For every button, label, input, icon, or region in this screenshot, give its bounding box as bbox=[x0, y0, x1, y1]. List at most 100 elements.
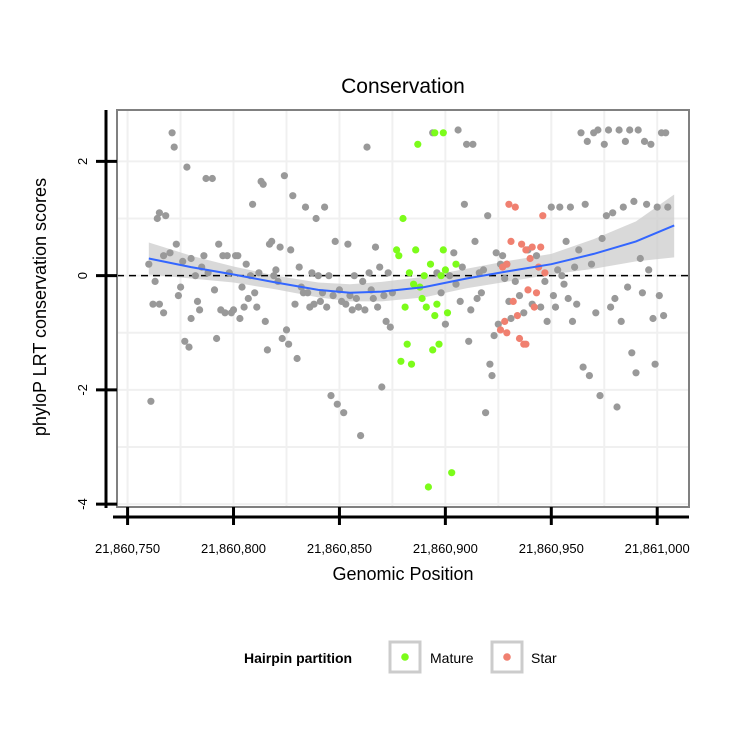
data-point-other bbox=[520, 309, 528, 317]
data-point-other bbox=[200, 252, 208, 260]
data-point-other bbox=[465, 337, 473, 345]
data-point-other bbox=[386, 323, 394, 331]
data-point-star bbox=[522, 246, 530, 254]
data-point-other bbox=[598, 234, 606, 243]
data-point-other bbox=[183, 163, 191, 171]
data-point-other bbox=[312, 214, 320, 223]
data-point-mature bbox=[437, 272, 445, 280]
data-point-other bbox=[160, 309, 168, 317]
data-point-other bbox=[342, 300, 350, 308]
data-point-other bbox=[344, 240, 352, 248]
data-point-other bbox=[615, 126, 623, 134]
data-point-other bbox=[325, 272, 333, 280]
data-point-other bbox=[369, 294, 377, 303]
data-point-other bbox=[554, 266, 562, 274]
data-point-other bbox=[634, 126, 642, 134]
data-point-star bbox=[532, 289, 541, 297]
data-point-other bbox=[664, 203, 672, 211]
data-point-other bbox=[619, 203, 627, 211]
data-point-other bbox=[155, 209, 163, 217]
data-point-other bbox=[488, 372, 496, 380]
y-tick-label: -2 bbox=[75, 384, 90, 396]
x-tick-label: 21,861,000 bbox=[625, 541, 690, 556]
data-point-other bbox=[187, 254, 195, 263]
data-point-star bbox=[541, 269, 549, 277]
data-point-other bbox=[575, 246, 583, 254]
data-point-other bbox=[221, 309, 229, 317]
data-point-other bbox=[213, 334, 221, 343]
data-point-other bbox=[486, 360, 494, 368]
data-point-other bbox=[191, 272, 199, 280]
data-point-other bbox=[651, 360, 659, 368]
data-point-star bbox=[522, 340, 530, 348]
data-point-other bbox=[638, 289, 647, 297]
data-point-other bbox=[604, 126, 613, 134]
data-point-other bbox=[636, 254, 644, 263]
data-point-mature bbox=[407, 360, 416, 368]
data-point-other bbox=[147, 397, 155, 405]
x-tick-label: 21,860,850 bbox=[307, 541, 372, 556]
data-point-other bbox=[229, 306, 238, 314]
data-point-other bbox=[242, 260, 250, 268]
data-point-other bbox=[234, 252, 242, 260]
data-point-other bbox=[350, 272, 358, 280]
data-point-other bbox=[327, 392, 335, 400]
data-point-other bbox=[647, 140, 655, 148]
data-point-other bbox=[289, 192, 297, 200]
data-point-other bbox=[581, 200, 589, 208]
data-point-other bbox=[607, 303, 615, 311]
data-point-mature bbox=[448, 469, 456, 477]
data-point-star bbox=[524, 286, 532, 294]
data-point-mature bbox=[433, 300, 441, 308]
data-point-other bbox=[609, 209, 617, 217]
data-point-other bbox=[278, 334, 286, 343]
data-point-other bbox=[537, 303, 545, 311]
data-point-other bbox=[166, 249, 174, 257]
y-tick-label: -4 bbox=[75, 498, 90, 510]
data-point-other bbox=[308, 269, 316, 277]
data-point-other bbox=[196, 306, 204, 314]
data-point-star bbox=[511, 203, 519, 211]
data-point-mature bbox=[439, 129, 447, 137]
data-point-other bbox=[460, 200, 468, 208]
data-point-star bbox=[509, 297, 517, 305]
x-axis-title: Genomic Position bbox=[332, 564, 473, 584]
data-point-other bbox=[291, 300, 299, 308]
data-point-other bbox=[583, 137, 591, 145]
legend-title: Hairpin partition bbox=[244, 650, 352, 666]
data-point-other bbox=[363, 143, 371, 151]
data-point-other bbox=[149, 300, 157, 308]
data-point-other bbox=[499, 252, 507, 260]
data-point-other bbox=[473, 294, 481, 303]
data-point-mature bbox=[405, 269, 413, 277]
data-point-mature bbox=[426, 260, 435, 268]
chart-title: Conservation bbox=[341, 75, 465, 98]
data-point-mature bbox=[393, 246, 401, 254]
data-point-other bbox=[287, 246, 295, 254]
data-point-other bbox=[617, 317, 625, 325]
data-point-other bbox=[276, 243, 284, 251]
data-point-other bbox=[382, 317, 390, 325]
data-point-other bbox=[329, 292, 337, 300]
data-point-other bbox=[223, 252, 231, 260]
data-point-other bbox=[348, 306, 356, 314]
data-point-other bbox=[653, 203, 661, 211]
data-point-other bbox=[463, 140, 471, 148]
data-point-other bbox=[458, 263, 466, 271]
data-point-other bbox=[467, 306, 475, 314]
data-point-mature bbox=[403, 340, 411, 348]
data-point-other bbox=[549, 292, 558, 300]
data-point-other bbox=[515, 292, 524, 300]
x-axis: 21,860,750 21,860,800 21,860,850 21,860,900… bbox=[95, 507, 690, 556]
data-point-mature bbox=[452, 260, 460, 268]
data-point-other bbox=[564, 294, 572, 303]
data-point-other bbox=[155, 300, 163, 308]
data-point-star bbox=[530, 303, 538, 311]
data-point-other bbox=[352, 294, 360, 303]
data-point-other bbox=[301, 203, 310, 211]
data-point-other bbox=[628, 349, 636, 357]
data-point-star bbox=[507, 237, 515, 245]
data-point-other bbox=[558, 272, 566, 280]
data-point-other bbox=[285, 340, 293, 348]
data-point-star bbox=[503, 260, 511, 268]
